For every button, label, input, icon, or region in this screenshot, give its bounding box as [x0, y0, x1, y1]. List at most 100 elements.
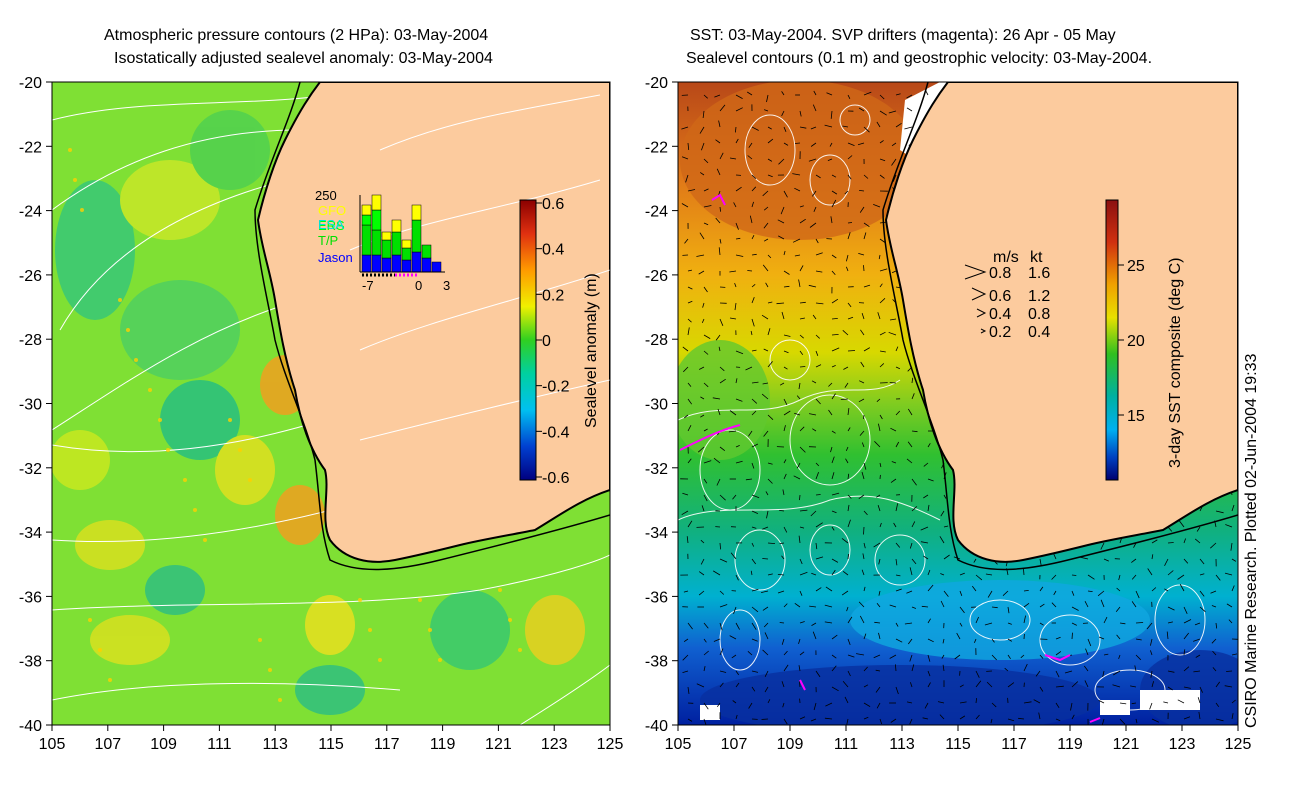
left-shelf-line [254, 82, 610, 571]
velocity-legend-ms-2: 0.4 [989, 306, 1011, 323]
velocity-legend-arrow-0 [964, 264, 987, 280]
left-lon-tick: 107 [94, 736, 121, 753]
right-lat-tick: -36 [645, 589, 668, 606]
inset-xtick-3: 3 [443, 278, 450, 293]
velocity-legend-kt-3: 0.4 [1028, 324, 1050, 341]
right-lon-tick: 117 [1001, 736, 1027, 753]
velocity-legend-ms-1: 0.6 [989, 288, 1011, 305]
left-colorbar-tick: 0.6 [542, 196, 564, 213]
right-lat-tick: -22 [645, 139, 668, 156]
left-lon-tick: 111 [207, 736, 231, 753]
left-colorbar: 0.6 0.4 0.2 0 -0.2 -0.4 -0.6 Sealevel anomaly … [519, 196, 600, 487]
left-map-title-line1: Atmospheric pressure contours (2 HPa): 0… [104, 27, 489, 44]
left-lon-tick: 117 [374, 736, 400, 753]
left-colorbar-tick: -0.4 [542, 424, 570, 441]
right-sst-patches [678, 82, 1238, 725]
inset-bars [361, 194, 442, 273]
svp-drifter-tracks [679, 193, 1101, 723]
right-colorbar-tick-25: 25 [1127, 258, 1145, 275]
inset-legend-tp: T/P [318, 233, 338, 248]
right-lat-tick: -40 [645, 718, 668, 735]
left-colorbar-tick: -0.2 [542, 379, 570, 396]
velocity-legend-ms-3: 0.2 [989, 324, 1011, 341]
left-lat-tick: -38 [19, 654, 42, 671]
inset-ymax-label: 250 [315, 188, 337, 203]
right-lon-tick: 107 [721, 736, 748, 753]
left-lon-tick: 113 [262, 736, 288, 753]
right-colorbar-tick-20: 20 [1127, 333, 1145, 350]
right-lat-tick: -34 [645, 525, 668, 542]
left-map-title-line2: Isostatically adjusted sealevel anomaly:… [114, 50, 493, 67]
right-lat-tick: -32 [645, 461, 668, 478]
left-lat-tick: -32 [19, 461, 42, 478]
velocity-legend-header-kt: kt [1030, 249, 1043, 266]
right-lat-tick: -38 [645, 654, 668, 671]
left-anomaly-blobs [52, 110, 585, 715]
right-map-title-line1: SST: 03-May-2004. SVP drifters (magenta)… [690, 27, 1116, 44]
velocity-legend-header-ms: m/s [993, 249, 1019, 266]
left-lon-tick: 119 [430, 736, 456, 753]
credit-text: CSIRO Marine Research. Plotted 02-Jun-20… [1243, 353, 1260, 728]
left-colorbar-tick: 0 [542, 333, 551, 350]
right-colorbar-tick-15: 15 [1127, 408, 1145, 425]
velocity-legend-kt-0: 1.6 [1028, 265, 1050, 282]
left-lat-tick: -20 [19, 75, 42, 92]
inset-xtick-neg7: -7 [362, 278, 374, 293]
left-lon-tick: 121 [485, 736, 512, 753]
left-lat-tick: -24 [19, 204, 42, 221]
right-shelf-line [882, 82, 1238, 571]
velocity-legend-kt-1: 1.2 [1028, 288, 1050, 305]
right-lon-tick: 115 [945, 736, 971, 753]
right-lat-tick: -26 [645, 268, 668, 285]
left-lon-tick: 109 [150, 736, 177, 753]
velocity-legend-arrow-1 [971, 287, 987, 301]
left-lon-tick: 125 [597, 736, 624, 753]
right-lat-tick: -24 [645, 204, 668, 221]
altimeter-track-dots [68, 148, 522, 702]
left-lon-tick: 105 [39, 736, 66, 753]
right-lon-tick: 111 [834, 736, 858, 753]
right-lon-tick: 125 [1225, 736, 1252, 753]
right-lon-tick: 121 [1113, 736, 1140, 753]
inset-legend-ers: ERS [318, 218, 345, 233]
velocity-legend: m/s kt 0.8 1.6 0.6 1.2 0.4 0.8 0.2 0.4 [964, 249, 1050, 341]
left-colorbar-tick: 0.2 [542, 287, 564, 304]
right-lat-tick: -20 [645, 75, 668, 92]
inset-histogram: 250 GFO ERS ESA T/P Jason -7 0 3 [315, 188, 450, 293]
left-lat-tick: -36 [19, 589, 42, 606]
velocity-legend-arrow-3 [980, 328, 987, 334]
right-map [678, 82, 1238, 725]
left-colorbar-tick: 0.4 [542, 242, 564, 259]
right-map-title-line2: Sealevel contours (0.1 m) and geostrophi… [686, 50, 1153, 67]
velocity-legend-kt-2: 0.8 [1028, 306, 1050, 323]
velocity-legend-ms-0: 0.8 [989, 265, 1011, 282]
right-lon-tick: 119 [1057, 736, 1083, 753]
left-lat-tick: -26 [19, 268, 42, 285]
left-lat-tick: -28 [19, 332, 42, 349]
inset-legend: GFO ERS ESA T/P Jason [318, 203, 353, 265]
inset-legend-esa: ESA [318, 217, 344, 232]
right-lat-tick: -28 [645, 332, 668, 349]
left-lat-tick: -22 [19, 139, 42, 156]
right-lat-tick: -30 [645, 397, 668, 414]
left-lat-tick: -30 [19, 397, 42, 414]
left-colorbar-label: Sealevel anomaly (m) [583, 273, 600, 428]
left-lat-tick: -40 [19, 718, 42, 735]
right-lon-tick: 123 [1169, 736, 1196, 753]
left-lon-tick: 115 [318, 736, 344, 753]
left-lat-tick: -34 [19, 525, 42, 542]
right-land [884, 82, 1238, 563]
inset-legend-jason: Jason [318, 250, 353, 265]
right-colorbar-label: 3-day SST composite (deg C) [1167, 258, 1184, 468]
inset-legend-gfo: GFO [318, 203, 346, 218]
inset-xtick-0: 0 [415, 278, 422, 293]
right-lon-tick: 109 [777, 736, 804, 753]
left-colorbar-tick: -0.6 [542, 470, 570, 487]
left-lon-tick: 123 [541, 736, 568, 753]
right-lon-tick: 105 [665, 736, 692, 753]
velocity-legend-arrow-2 [976, 308, 987, 318]
right-colorbar: 25 20 15 3-day SST composite (deg C) [1105, 199, 1184, 481]
